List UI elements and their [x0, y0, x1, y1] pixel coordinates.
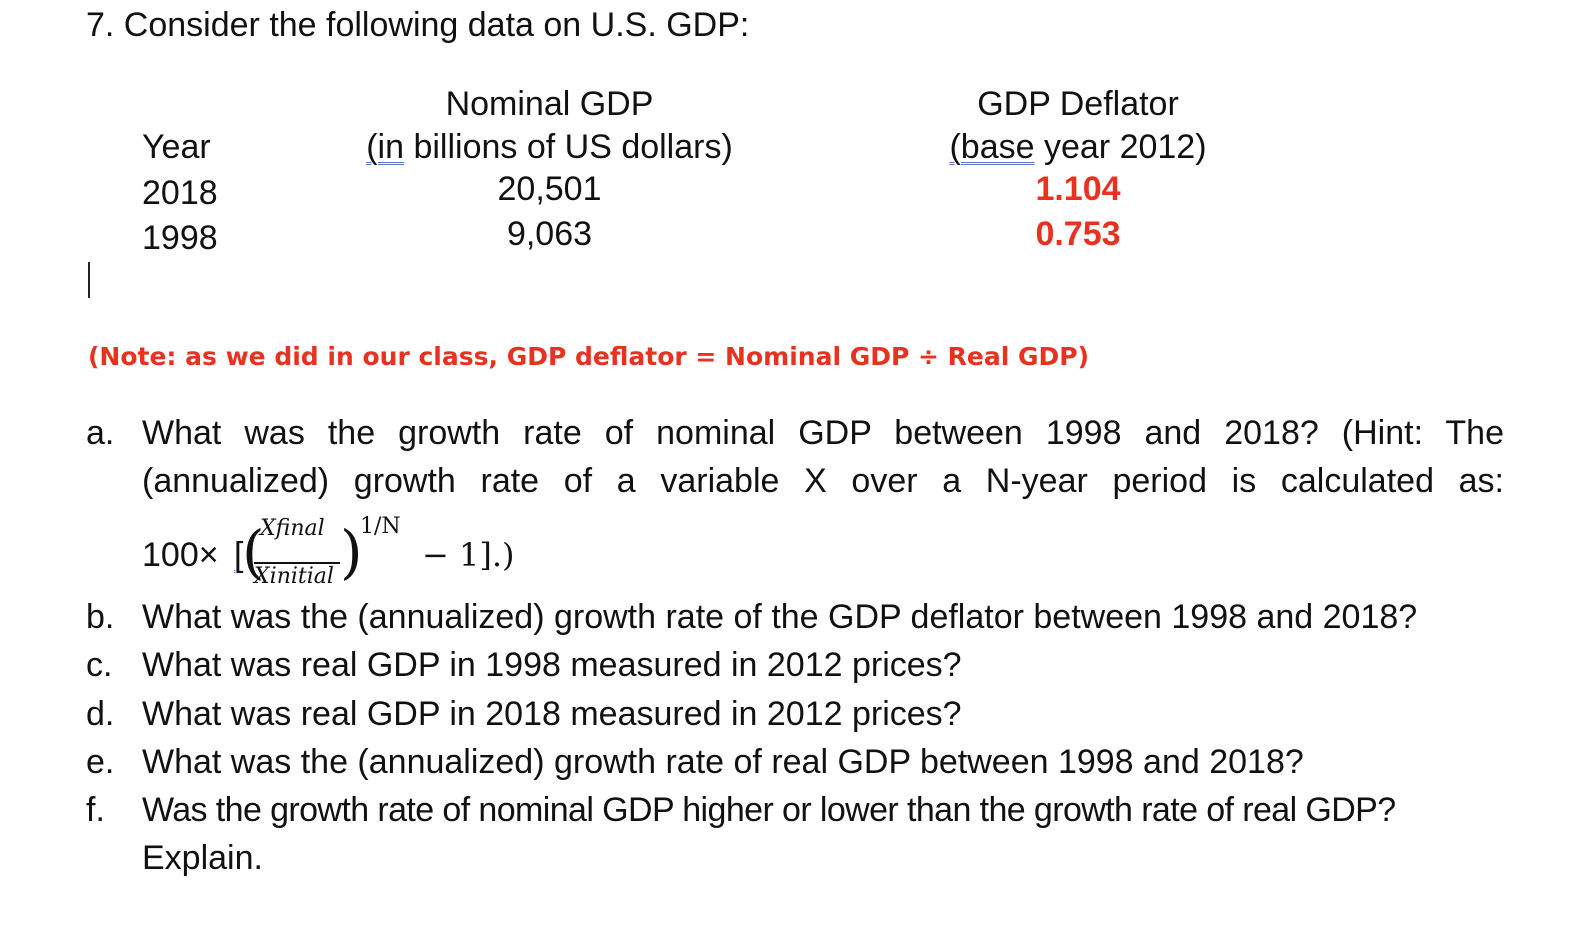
formula-denominator: Xinitial: [254, 564, 334, 589]
formula-close-paren: ): [340, 518, 363, 586]
spellcheck-underline: (base: [949, 128, 1035, 166]
question-b-text: What was the (annualized) growth rate of…: [142, 598, 1418, 636]
question-b-letter: b.: [86, 598, 115, 636]
question-f-text-continued: Explain.: [142, 839, 263, 877]
gdp-deflator-subheader: (base year 2012): [949, 128, 1207, 166]
year-header: Year: [142, 128, 211, 166]
question-d-letter: d.: [86, 695, 115, 733]
question-e-letter: e.: [86, 743, 115, 781]
table-row-nominal: 9,063: [506, 215, 593, 253]
table-row-nominal: 20,501: [497, 170, 602, 208]
question-f-letter: f.: [86, 791, 105, 829]
formula-exponent: 1/N: [360, 514, 401, 539]
table-row-deflator: 1.104: [1035, 170, 1121, 208]
formula-numerator: Xfinal: [260, 516, 325, 541]
question-d-text: What was real GDP in 2018 measured in 20…: [142, 695, 962, 733]
text-cursor: [88, 262, 90, 298]
formula-open-paren: (: [242, 518, 265, 586]
table-row-year: 2018: [142, 174, 218, 212]
formula-suffix: − 1].): [422, 536, 515, 574]
question-f-text: Was the growth rate of nominal GDP highe…: [142, 791, 1396, 829]
gdp-deflator-header: GDP Deflator: [977, 85, 1179, 123]
table-row-year: 1998: [142, 219, 218, 257]
table-row-deflator: 0.753: [1035, 215, 1121, 253]
note-text: (Note: as we did in our class, GDP defla…: [88, 342, 1090, 371]
question-e-text: What was the (annualized) growth rate of…: [142, 743, 1304, 781]
question-c-letter: c.: [86, 646, 113, 684]
spellcheck-underline: (in: [366, 128, 404, 166]
question-a-line1: What was the growth rate of nominal GDP …: [142, 414, 1504, 452]
formula-bracket: [: [234, 536, 244, 574]
question-a-letter: a.: [86, 414, 115, 452]
question-heading: 7. Consider the following data on U.S. G…: [86, 6, 750, 44]
question-c-text: What was real GDP in 1998 measured in 20…: [142, 646, 962, 684]
formula-fraction-bar: [254, 562, 340, 564]
formula-prefix: 100×: [142, 536, 219, 574]
nominal-gdp-subheader: (in billions of US dollars): [366, 128, 733, 166]
nominal-gdp-header: Nominal GDP: [445, 85, 654, 123]
question-a-line2: (annualized) growth rate of a variable X…: [142, 462, 1504, 500]
